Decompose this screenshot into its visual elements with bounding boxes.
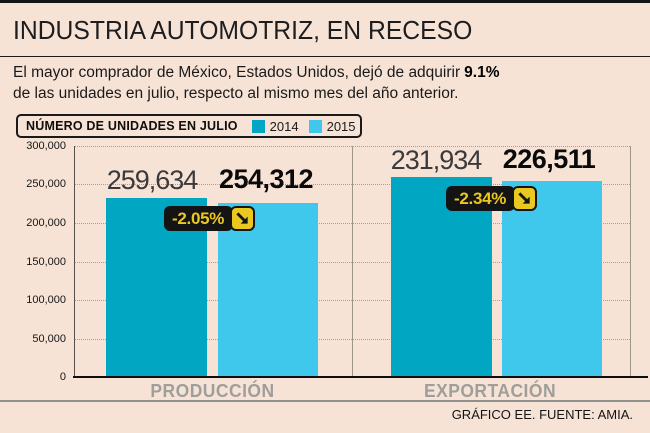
category-label-produccion: PRODUCCIÓN <box>150 381 275 401</box>
y-axis-tick-label: 200,000 <box>26 216 66 229</box>
pct-change-label-exportacion: -2.34% <box>446 186 516 211</box>
legend-swatch-2015 <box>308 119 322 133</box>
legend-label-2015: 2015 <box>326 118 356 134</box>
bar-exportacion-2015 <box>502 181 602 377</box>
y-axis-tick-label: 300,000 <box>26 140 66 152</box>
pct-change-label-produccion: -2.05% <box>164 206 234 231</box>
y-axis-tick-label: 0 <box>59 371 66 383</box>
subtitle-line-2: de las unidades en julio, respecto al mi… <box>13 85 459 102</box>
legend-title: NÚMERO DE UNIDADES EN JULIO <box>26 119 238 133</box>
pct-change-badge-produccion: -2.05% <box>164 206 256 231</box>
down-right-arrow-icon <box>230 206 256 231</box>
y-axis-tick-label: 100,000 <box>26 293 66 306</box>
subtitle-highlight-percent: 9.1% <box>464 64 500 81</box>
source-credit: GRÁFICO EE. FUENTE: AMIA. <box>451 407 633 422</box>
pct-change-badge-exportacion: -2.34% <box>446 186 538 211</box>
subtitle-text: El mayor comprador de México, Estados Un… <box>13 64 461 81</box>
legend-label-2014: 2014 <box>269 118 299 134</box>
bar-produccion-2015 <box>218 202 318 377</box>
down-right-arrow-icon <box>512 186 538 211</box>
footer-divider-rule <box>0 400 650 402</box>
legend-box: NÚMERO DE UNIDADES EN JULIO 2014 2015 <box>16 114 362 138</box>
value-label-produccion-2015: 254,312 <box>218 164 314 194</box>
category-label-exportacion: EXPORTACIÓN <box>423 381 557 401</box>
y-axis-tick-label: 250,000 <box>26 178 66 191</box>
legend-item-2014: 2014 <box>251 118 299 134</box>
group-divider-line <box>352 146 353 377</box>
value-label-exportacion-2014: 231,934 <box>390 145 483 175</box>
x-axis-baseline <box>73 375 648 378</box>
legend-item-2015: 2015 <box>308 118 356 134</box>
subtitle-line-1: El mayor comprador de México, Estados Un… <box>13 62 613 83</box>
title-divider-rule <box>0 56 650 57</box>
y-axis-tick-label: 50,000 <box>32 332 66 345</box>
value-label-produccion-2014: 259,634 <box>106 165 199 195</box>
value-label-exportacion-2015: 226,511 <box>502 144 596 174</box>
subtitle: El mayor comprador de México, Estados Un… <box>13 62 613 104</box>
y-axis-tick-labels: 300,000 250,000 200,000 150,000 100,000 50,00… <box>0 140 66 383</box>
y-axis-tick-label: 150,000 <box>26 255 66 268</box>
top-border-rule <box>0 0 650 3</box>
page-title: INDUSTRIA AUTOMOTRIZ, EN RECESO <box>13 15 473 45</box>
legend-swatch-2014 <box>251 119 265 133</box>
